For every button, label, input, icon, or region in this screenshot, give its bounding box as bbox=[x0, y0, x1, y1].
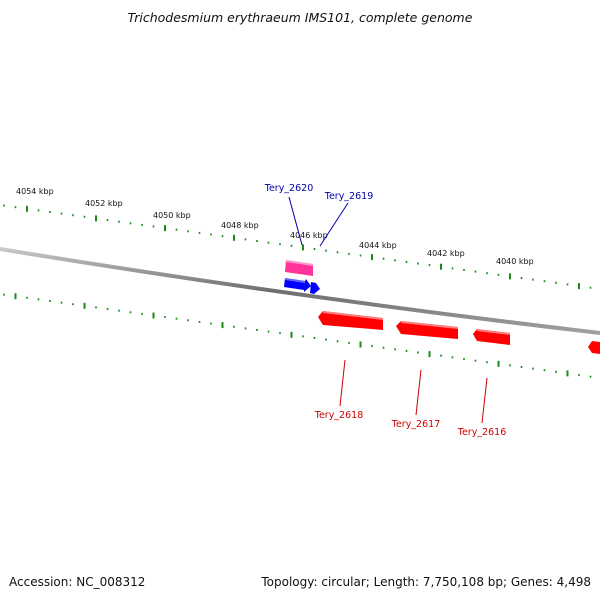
gene-tery-2619[interactable] bbox=[284, 278, 320, 294]
genome-backbone bbox=[0, 247, 600, 335]
scale-labels: 4054 kbp 4052 kbp 4050 kbp 4048 kbp 4046… bbox=[16, 187, 534, 266]
leader-line-tery-2616 bbox=[481, 377, 488, 424]
leader-line-tery-2619 bbox=[319, 202, 349, 247]
accession-label: Accession: NC_008312 bbox=[9, 575, 145, 589]
gene-tery-2616[interactable] bbox=[473, 329, 510, 345]
gene-tery-2617[interactable] bbox=[396, 321, 458, 339]
gene-label-tery-2620[interactable]: Tery_2620 bbox=[264, 183, 314, 194]
scale-label: 4050 kbp bbox=[153, 211, 191, 220]
gene-label-tery-2618[interactable]: Tery_2618 bbox=[314, 410, 364, 421]
gene-label-tery-2617[interactable]: Tery_2617 bbox=[391, 419, 441, 430]
scale-label: 4048 kbp bbox=[221, 221, 259, 230]
gene-fragment-right-edge[interactable] bbox=[588, 341, 600, 354]
scale-label: 4046 kbp bbox=[290, 231, 328, 240]
gene-label-tery-2616[interactable]: Tery_2616 bbox=[457, 427, 507, 438]
map-title: Trichodesmium erythraeum IMS101, complet… bbox=[128, 10, 473, 25]
scale-label: 4040 kbp bbox=[496, 257, 534, 266]
leader-line-tery-2620 bbox=[288, 196, 303, 246]
scale-label: 4054 kbp bbox=[16, 187, 54, 196]
gene-tery-2618[interactable] bbox=[318, 311, 383, 330]
leader-line-tery-2618 bbox=[339, 359, 346, 407]
gene-tery-2620[interactable] bbox=[285, 260, 313, 276]
scale-label: 4042 kbp bbox=[427, 249, 465, 258]
scale-ticks-top bbox=[3, 204, 592, 290]
leader-line-tery-2617 bbox=[415, 369, 422, 416]
scale-ticks-bottom bbox=[3, 293, 592, 378]
gene-label-tery-2619[interactable]: Tery_2619 bbox=[324, 191, 374, 202]
scale-label: 4052 kbp bbox=[85, 199, 123, 208]
scale-label: 4044 kbp bbox=[359, 241, 397, 250]
genome-summary: Topology: circular; Length: 7,750,108 bp… bbox=[260, 575, 591, 589]
